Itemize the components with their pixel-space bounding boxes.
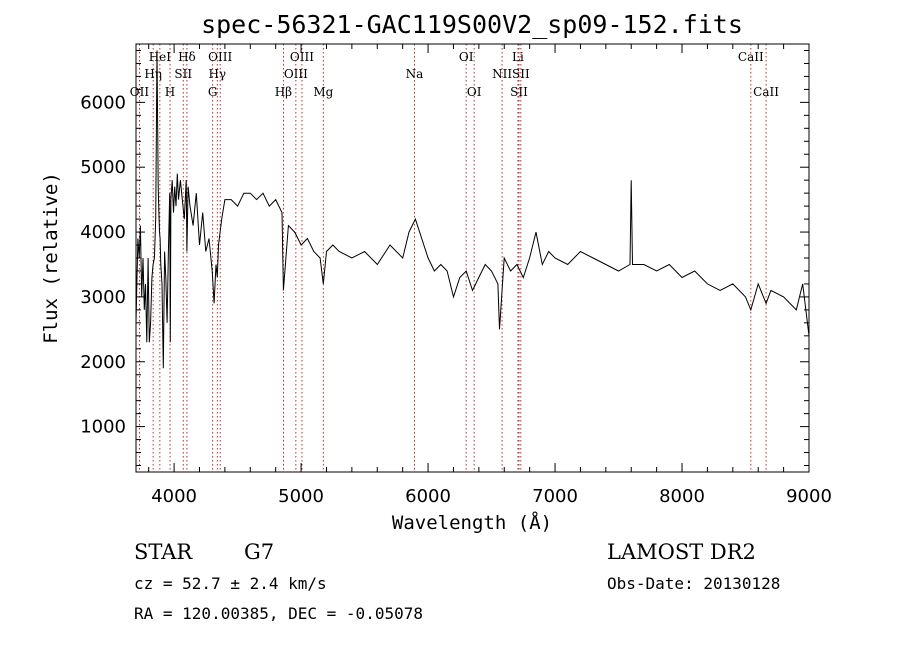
spectral-line-label: CaII xyxy=(738,50,764,64)
spectral-line-label: Hη xyxy=(144,67,162,81)
subclass-label: G7 xyxy=(244,540,274,564)
x-axis: 4000 5000 6000 7000 8000 9000 xyxy=(148,44,832,507)
y-axis-label: Flux (relative) xyxy=(40,172,62,344)
redshift-label: cz = 52.7 ± 2.4 km/s xyxy=(134,574,327,593)
y-tick-label: 5000 xyxy=(80,157,126,178)
spectral-line-label: G xyxy=(208,85,218,99)
spectral-line-label: OII xyxy=(130,85,150,99)
spectral-line-label: OIII xyxy=(284,67,308,81)
coords-label: RA = 120.00385, DEC = -0.05078 xyxy=(134,604,423,623)
spectral-line-label: Hδ xyxy=(178,50,196,64)
y-tick-label: 1000 xyxy=(80,417,126,438)
spectral-line-label: SII xyxy=(512,67,530,81)
spectral-line-label: Na xyxy=(406,67,424,81)
y-tick-label: 3000 xyxy=(80,287,126,308)
spectral-line-label: Hβ xyxy=(275,85,292,99)
y-axis: 1000 2000 3000 4000 5000 6000 xyxy=(80,49,809,467)
spectral-line-labels: OII Hη HeI H SII Hδ G Hγ OIII Hβ OIII OIII Mg Na OI OI N… xyxy=(130,50,779,99)
spectral-line-label: Mg xyxy=(313,85,333,99)
x-tick-label: 5000 xyxy=(278,486,324,507)
spectral-line-label: CaII xyxy=(753,85,779,99)
plot-frame xyxy=(135,43,810,473)
y-tick-label: 4000 xyxy=(80,222,126,243)
spectral-line-markers xyxy=(139,44,767,472)
spectral-line-label: OI xyxy=(467,85,482,99)
spectral-line-label: NII xyxy=(492,67,512,81)
spectral-line-label: OIII xyxy=(290,50,314,64)
x-tick-label: 9000 xyxy=(786,486,832,507)
x-tick-label: 6000 xyxy=(405,486,451,507)
spectral-line-label: OI xyxy=(459,50,474,64)
spectral-line-label: OIII xyxy=(208,50,232,64)
obs-date-label: Obs-Date: 20130128 xyxy=(607,574,780,593)
spectral-line-label: H xyxy=(165,85,175,99)
y-tick-label: 6000 xyxy=(80,92,126,113)
spectral-line-label: HeI xyxy=(149,50,172,64)
survey-label: LAMOST DR2 xyxy=(607,540,756,564)
spectral-line-label: SII xyxy=(174,67,192,81)
spectral-line-label: Li xyxy=(512,50,524,64)
spectral-line-label: SII xyxy=(510,85,528,99)
spectral-line-label: Hγ xyxy=(208,67,226,81)
x-tick-label: 7000 xyxy=(532,486,578,507)
spectrum-line xyxy=(135,50,810,369)
x-tick-label: 4000 xyxy=(151,486,197,507)
y-tick-label: 2000 xyxy=(80,352,126,373)
class-label: STAR xyxy=(134,540,193,564)
x-axis-label: Wavelength (Å) xyxy=(392,511,552,534)
x-tick-label: 8000 xyxy=(659,486,705,507)
chart-title: spec-56321-GAC119S00V2_sp09-152.fits xyxy=(201,10,743,39)
